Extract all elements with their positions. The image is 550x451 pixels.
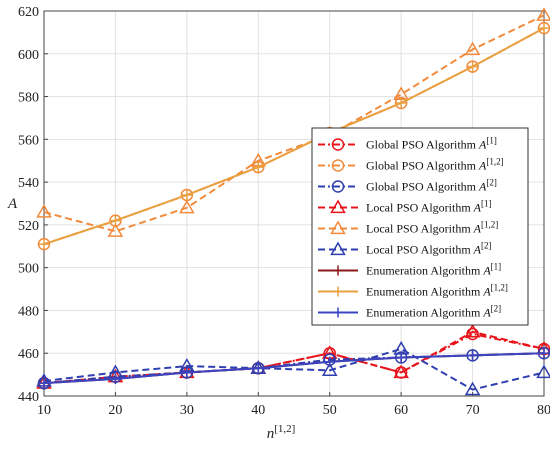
- y-tick-label: 440: [18, 390, 39, 405]
- data-point-triangle: [393, 364, 409, 379]
- series-5: [36, 7, 550, 237]
- y-tick-label: 540: [18, 176, 39, 191]
- legend-item: Global PSO Algorithm A[2]: [318, 178, 497, 194]
- y-tick-label: 520: [18, 219, 39, 234]
- x-tick-label: 10: [37, 403, 51, 418]
- data-point-plus: [39, 239, 49, 250]
- data-point-triangle: [536, 364, 550, 379]
- legend-item: Local PSO Algorithm A[1,2]: [318, 220, 498, 236]
- series-line: [43, 352, 545, 385]
- data-point-triangle: [107, 223, 124, 237]
- data-point-triangle: [36, 204, 52, 218]
- series-line: [43, 347, 545, 391]
- legend-item: Enumeration Algorithm A[1,2]: [318, 283, 508, 299]
- x-axis-label: n[1,2]: [267, 423, 296, 442]
- legend: Global PSO Algorithm A[1] Global PSO Algo…: [311, 127, 529, 326]
- data-point-plus: [181, 189, 192, 200]
- legend-label: Global PSO Algorithm A[2]: [366, 178, 497, 194]
- data-point-triangle: [330, 199, 346, 214]
- series-line: [43, 330, 545, 385]
- legend-label: Enumeration Algorithm A[2]: [366, 304, 501, 320]
- data-point-plus: [253, 363, 264, 374]
- y-tick-label: 560: [18, 133, 39, 148]
- x-tick-label: 50: [323, 403, 337, 418]
- data-point-circle: [394, 96, 408, 110]
- x-tick-label: 80: [537, 403, 550, 418]
- plot-frame: [43, 10, 545, 397]
- legend-label: Local PSO Algorithm A[2]: [366, 241, 492, 257]
- data-point-triangle: [179, 199, 195, 214]
- legend-item: Global PSO Algorithm A[1]: [318, 136, 497, 152]
- data-point-triangle: [536, 7, 550, 21]
- data-point-plus: [539, 348, 549, 359]
- legend-item: Global PSO Algorithm A[1,2]: [318, 157, 504, 173]
- data-point-plus: [110, 215, 121, 226]
- x-tick-label: 20: [108, 403, 122, 418]
- series-layer: [36, 7, 550, 396]
- y-tick-label: 480: [18, 304, 39, 319]
- series-line: [43, 352, 545, 385]
- data-point-plus: [467, 61, 478, 72]
- series-line: [43, 14, 545, 233]
- legend-label: Global PSO Algorithm A[1]: [366, 136, 497, 152]
- data-point-circle: [466, 60, 479, 73]
- data-point-triangle: [464, 41, 481, 56]
- legend-label: Enumeration Algorithm A[1,2]: [366, 283, 508, 299]
- data-point-plus: [396, 352, 407, 363]
- legend-label: Enumeration Algorithm A[1]: [366, 262, 501, 278]
- legend-item: Local PSO Algorithm A[1]: [318, 199, 492, 215]
- data-point-triangle: [464, 381, 481, 396]
- data-point-circle: [331, 180, 345, 193]
- x-tick-label: 30: [180, 403, 194, 418]
- legend-label: Local PSO Algorithm A[1,2]: [366, 220, 498, 236]
- legend-item: Enumeration Algorithm A[2]: [318, 304, 501, 320]
- data-point-circle: [331, 138, 345, 151]
- data-point-plus: [333, 265, 343, 276]
- x-tick-label: 60: [394, 403, 408, 418]
- data-point-plus: [467, 350, 478, 361]
- data-point-plus: [396, 97, 407, 108]
- series-9: [39, 348, 549, 389]
- legend-item: Enumeration Algorithm A[1]: [318, 262, 501, 278]
- y-tick-label: 620: [18, 5, 39, 20]
- y-axis-label: A: [7, 196, 18, 212]
- x-tick-label: 70: [466, 403, 480, 418]
- data-point-circle: [37, 237, 51, 251]
- legend-item: Local PSO Algorithm A[2]: [318, 241, 492, 257]
- data-point-triangle: [330, 241, 346, 256]
- data-point-plus: [539, 23, 549, 34]
- data-point-plus: [39, 378, 49, 389]
- axis-ticks: 10 20 30 40 50 60 70 80 440 460 480 500 520 540 560 580…: [18, 5, 550, 418]
- series-line: [43, 332, 545, 385]
- legend-label: Local PSO Algorithm A[1]: [366, 199, 492, 215]
- data-point-plus: [253, 162, 264, 173]
- x-tick-label: 40: [251, 403, 265, 418]
- data-point-plus: [333, 307, 343, 318]
- data-point-triangle: [464, 323, 481, 338]
- data-point-plus: [333, 286, 343, 297]
- y-tick-label: 500: [18, 262, 39, 277]
- data-point-plus: [324, 356, 335, 367]
- data-point-triangle: [321, 362, 338, 376]
- legend-label: Global PSO Algorithm A[1,2]: [366, 157, 504, 173]
- data-point-circle: [331, 159, 345, 172]
- y-tick-label: 580: [18, 91, 39, 106]
- y-tick-label: 600: [18, 48, 39, 63]
- data-point-plus: [110, 373, 121, 384]
- data-point-triangle: [330, 220, 346, 235]
- y-tick-label: 460: [18, 347, 39, 362]
- series-line: [43, 27, 545, 246]
- data-point-plus: [181, 367, 192, 378]
